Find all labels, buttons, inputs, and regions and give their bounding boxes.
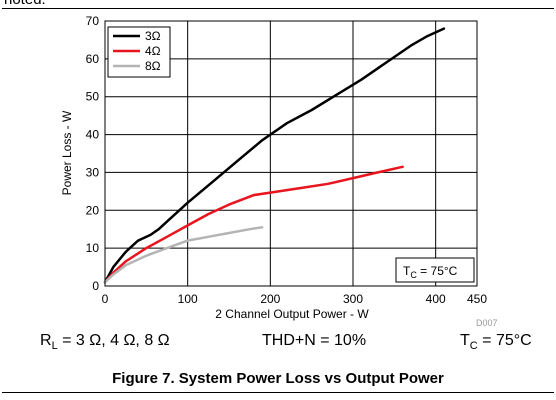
temperature-annotation: TC = 75°C <box>395 257 475 283</box>
y-tick-label: 30 <box>86 165 100 179</box>
load-resistance-condition: RL = 3 Ω, 4 Ω, 8 Ω <box>40 332 170 353</box>
figure-caption: Figure 7. System Power Loss vs Output Po… <box>112 370 444 387</box>
case-temperature-condition: TC = 75°C <box>460 332 532 353</box>
top-text-fragment: noted. <box>4 0 46 8</box>
y-tick-label: 20 <box>86 203 100 217</box>
y-tick-label: 0 <box>92 279 99 293</box>
annotation-text: TC = 75°C <box>403 264 458 280</box>
series-line-3-ohm <box>103 27 446 284</box>
series-line-4-ohm <box>103 165 404 284</box>
legend-label-4-ohm: 4Ω <box>145 44 161 58</box>
plot-frame <box>104 20 478 287</box>
y-tick-label: 60 <box>86 52 100 66</box>
figure-id-mark: D007 <box>476 318 498 328</box>
series-line-8-ohm <box>103 226 264 284</box>
panel-top-border <box>2 8 554 9</box>
x-tick-label: 100 <box>178 292 198 306</box>
x-tick-label: 200 <box>260 292 280 306</box>
y-axis-label: Power Loss - W <box>60 110 74 195</box>
x-tick-label: 0 <box>102 292 109 306</box>
y-tick-label: 10 <box>86 241 100 255</box>
y-tick-label: 40 <box>86 128 100 142</box>
annotation-box <box>395 257 475 283</box>
power-loss-chart: 0 100 200 300 400 450 0 10 20 30 40 50 60 70 Power Lo… <box>60 14 498 328</box>
thd-condition: THD+N = 10% <box>262 332 367 349</box>
y-tick-label: 70 <box>86 14 100 28</box>
x-tick-label: 400 <box>426 292 446 306</box>
x-tick-label: 450 <box>467 292 487 306</box>
legend: 3Ω 4Ω 8Ω <box>107 26 171 78</box>
series-lines <box>103 27 446 284</box>
y-tick-label: 50 <box>86 90 100 104</box>
x-tick-label: 300 <box>343 292 363 306</box>
legend-label-8-ohm: 8Ω <box>145 59 161 73</box>
panel-bottom-border <box>2 392 554 393</box>
tick-labels: 0 100 200 300 400 450 0 10 20 30 40 50 60 70 <box>86 14 488 306</box>
legend-label-3-ohm: 3Ω <box>145 29 161 43</box>
x-axis-label: 2 Channel Output Power - W <box>215 307 369 321</box>
